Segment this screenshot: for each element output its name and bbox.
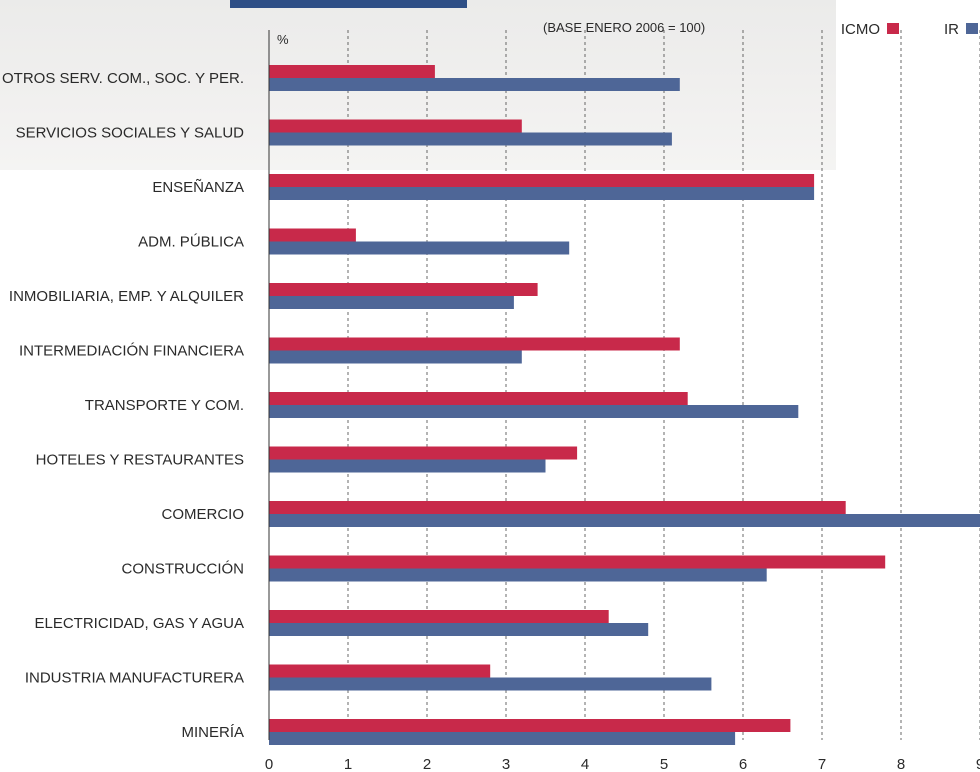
- x-tick-labels: 0 1 2 3 4 5 6 7 8 9: [265, 756, 980, 772]
- legend-swatch-icmo: [887, 23, 899, 34]
- x-tick-label: 4: [581, 756, 589, 772]
- chart-subtitle: (BASE ENERO 2006 = 100): [543, 20, 705, 35]
- x-tick-label: 7: [818, 756, 826, 772]
- bar-ir-transporte-y-com: [269, 405, 799, 418]
- category-label: MINERÍA: [181, 724, 244, 741]
- bar-icmo-inmobiliaria-emp-y-alquiler: [269, 283, 538, 296]
- bar-ir-otros-serv-com-soc-y-per: [269, 78, 680, 91]
- bar-icmo-electricidad-gas-y-agua: [269, 610, 609, 623]
- legend: ICMO IR: [841, 21, 978, 38]
- grid-lines: [347, 30, 980, 740]
- bar-icmo-transporte-y-com: [269, 392, 688, 405]
- x-tick-label: 2: [423, 756, 431, 772]
- x-tick-label: 3: [502, 756, 510, 772]
- category-label: ELECTRICIDAD, GAS Y AGUA: [34, 615, 244, 632]
- category-label: TRANSPORTE Y COM.: [85, 397, 244, 414]
- bar-icmo-construccion: [269, 555, 886, 569]
- bar-icmo-mineria: [269, 719, 791, 732]
- bar-icmo-hoteles-y-restaurantes: [269, 446, 578, 460]
- category-label: ENSEÑANZA: [152, 179, 244, 196]
- x-tick-label: 1: [344, 756, 352, 772]
- bar-ir-mineria: [269, 732, 736, 745]
- bar-ir-adm-publica: [269, 241, 570, 255]
- category-label: CONSTRUCCIÓN: [122, 561, 245, 578]
- bar-ir-industria-manufacturera: [269, 677, 712, 691]
- legend-swatch-ir: [966, 23, 978, 34]
- bar-icmo-otros-serv-com-soc-y-per: [269, 65, 435, 78]
- category-label: SERVICIOS SOCIALES Y SALUD: [16, 125, 245, 142]
- bar-icmo-industria-manufacturera: [269, 664, 491, 678]
- bar-ir-comercio: [269, 514, 980, 527]
- x-tick-label: 5: [660, 756, 668, 772]
- bar-ir-ensenanza: [269, 187, 815, 200]
- x-tick-label: 9: [976, 756, 980, 772]
- bar-icmo-servicios-sociales-y-salud: [269, 119, 522, 133]
- category-label: INDUSTRIA MANUFACTURERA: [25, 670, 244, 687]
- bar-ir-inmobiliaria-emp-y-alquiler: [269, 296, 514, 309]
- bar-ir-construccion: [269, 568, 767, 582]
- category-label: ADM. PÚBLICA: [138, 234, 244, 251]
- bar-icmo-adm-publica: [269, 228, 356, 242]
- unit-label: %: [277, 32, 289, 47]
- category-label: INMOBILIARIA, EMP. Y ALQUILER: [9, 288, 244, 305]
- category-labels: OTROS SERV. COM., SOC. Y PER. SERVICIOS S…: [2, 70, 244, 741]
- legend-label-icmo: ICMO: [841, 21, 880, 38]
- header-accent-bar: [230, 0, 467, 8]
- legend-label-ir: IR: [944, 21, 959, 38]
- x-tick-label: 8: [897, 756, 905, 772]
- bar-ir-servicios-sociales-y-salud: [269, 132, 672, 146]
- x-tick-label: 6: [739, 756, 747, 772]
- bar-ir-hoteles-y-restaurantes: [269, 459, 546, 473]
- bar-icmo-intermediacion-financiera: [269, 337, 680, 351]
- category-label: COMERCIO: [162, 506, 245, 523]
- x-tick-label: 0: [265, 756, 273, 772]
- category-label: INTERMEDIACIÓN FINANCIERA: [19, 343, 244, 360]
- bar-icmo-comercio: [269, 501, 846, 514]
- bar-ir-intermediacion-financiera: [269, 350, 522, 364]
- bar-icmo-ensenanza: [269, 174, 815, 187]
- bar-ir-electricidad-gas-y-agua: [269, 623, 649, 636]
- category-label: OTROS SERV. COM., SOC. Y PER.: [2, 70, 244, 87]
- bars: [269, 65, 980, 745]
- category-label: HOTELES Y RESTAURANTES: [36, 452, 244, 469]
